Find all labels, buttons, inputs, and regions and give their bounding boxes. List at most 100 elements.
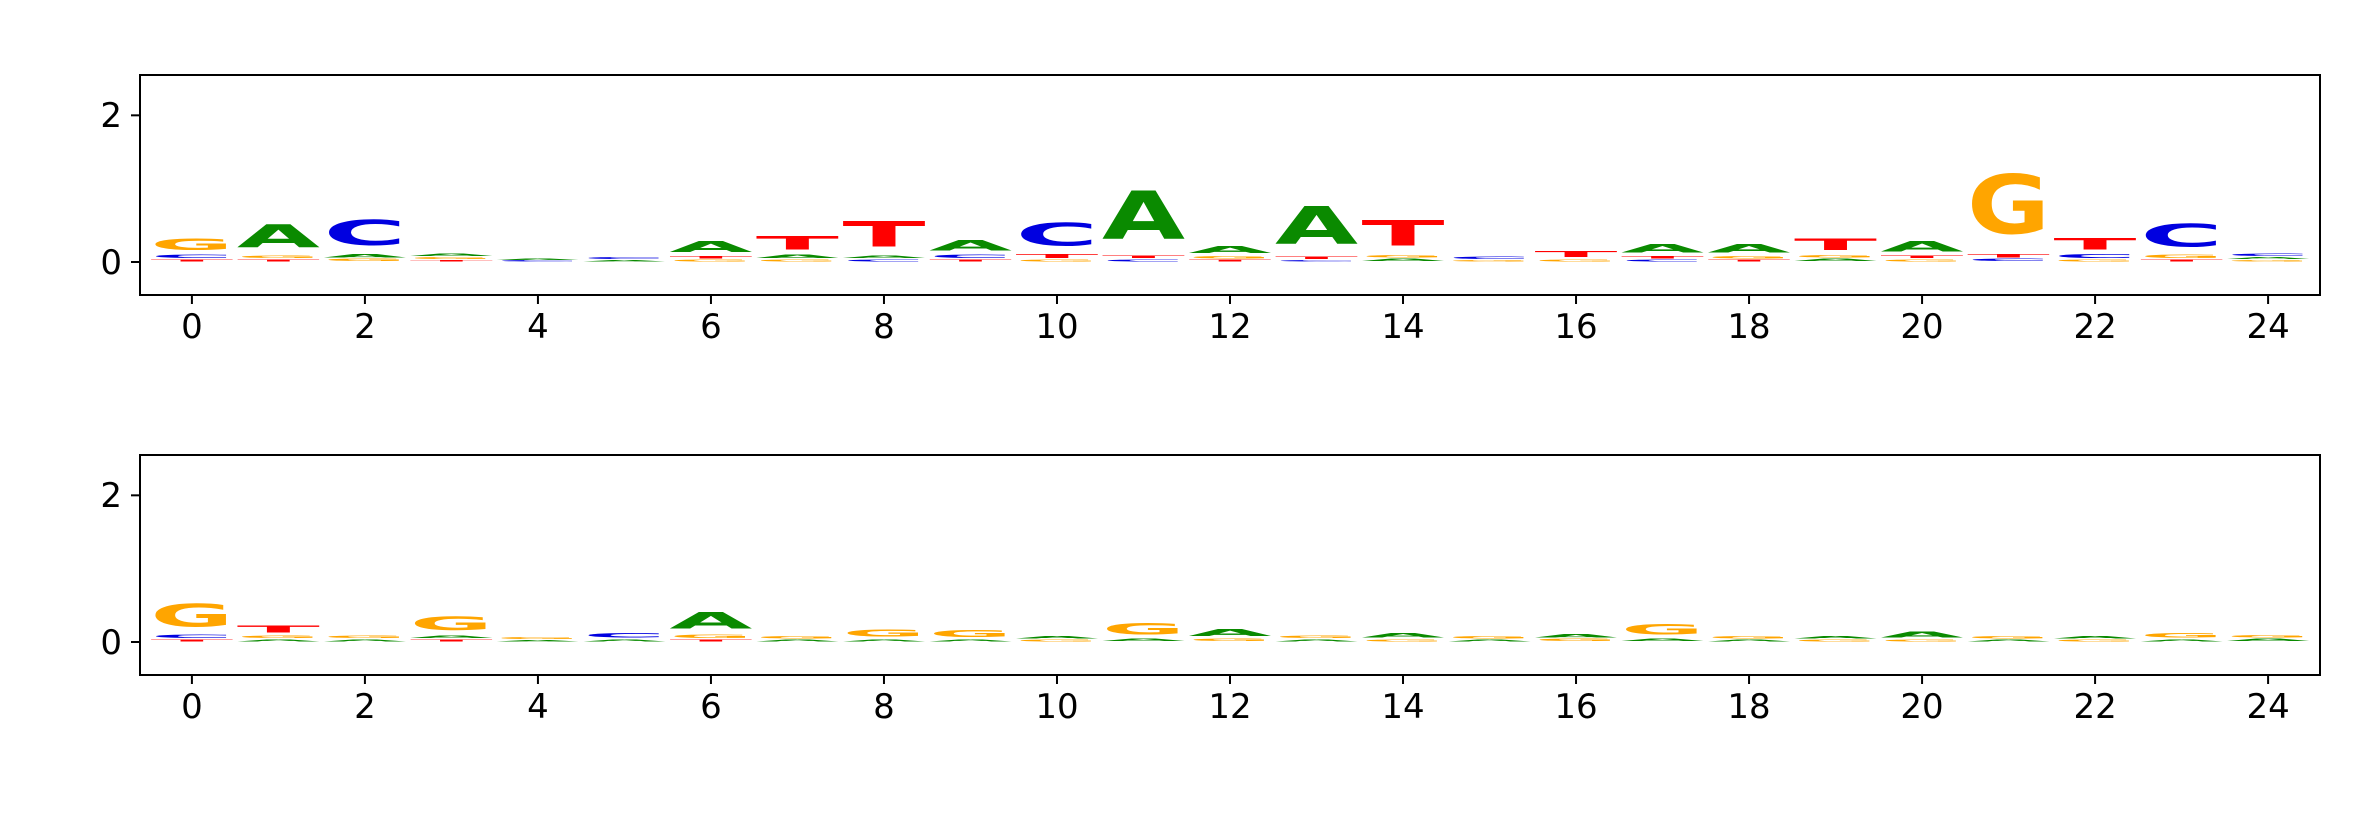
- logo-letter-A: A: [583, 639, 666, 642]
- logo-letter-A: A: [1275, 196, 1358, 256]
- y-tick-label: 2: [100, 476, 122, 516]
- logo-letter-A: A: [929, 639, 1012, 642]
- logo-letter-G: G: [756, 259, 839, 262]
- x-tick-label: 20: [1900, 687, 1943, 727]
- logo-letter-A: A: [583, 260, 666, 262]
- x-tick-label: 6: [700, 687, 722, 727]
- logo-letter-T: T: [237, 259, 320, 262]
- x-tick-label: 14: [1381, 307, 1424, 347]
- logo-letter-G: G: [2054, 259, 2137, 262]
- logo-letter-G: G: [1967, 635, 2050, 639]
- x-tick-label: 8: [873, 307, 895, 347]
- logo-letter-T: T: [1015, 253, 1098, 259]
- logo-letter-T: T: [1102, 255, 1185, 259]
- x-tick-label: 18: [1727, 307, 1770, 347]
- logo-letter-G: G: [496, 637, 579, 640]
- x-tick-label: 12: [1208, 687, 1251, 727]
- x-tick-label: 6: [700, 307, 722, 347]
- logo-letter-G: G: [323, 258, 406, 262]
- logo-letter-G: G: [2227, 634, 2310, 638]
- x-tick-label: 12: [1208, 307, 1251, 347]
- logo-subplot-1: TCGTGAGACTGACAACGTAGATCATTCAGTCCTATGACTA…: [100, 74, 2321, 347]
- logo-letter-G: G: [1794, 254, 1877, 258]
- logo-letter-A: A: [1621, 242, 1704, 255]
- x-tick-label: 22: [2073, 307, 2116, 347]
- logo-letter-G: G: [2140, 632, 2223, 639]
- logo-letter-G: G: [1708, 635, 1791, 639]
- logo-letter-A: A: [496, 258, 579, 260]
- logo-letter-A: A: [237, 218, 320, 254]
- logo-letter-G: G: [323, 635, 406, 639]
- logo-letter-G: G: [1015, 259, 1098, 262]
- logo-letter-C: C: [1448, 256, 1531, 260]
- logo-letter-T: T: [237, 623, 320, 635]
- x-tick-label: 4: [527, 687, 549, 727]
- logo-letter-T: T: [669, 639, 752, 642]
- logo-letter-T: T: [1535, 250, 1618, 259]
- logo-letter-A: A: [669, 608, 752, 634]
- logo-letter-G: G: [1188, 255, 1271, 259]
- x-tick-label: 4: [527, 307, 549, 347]
- x-tick-label: 10: [1035, 687, 1078, 727]
- logo-letter-A: A: [410, 252, 493, 256]
- logo-letter-A: A: [756, 639, 839, 642]
- logo-letter-G: G: [1361, 254, 1444, 258]
- x-tick-label: 10: [1035, 307, 1078, 347]
- logo-letter-G: G: [929, 628, 1012, 639]
- logo-letter-T: T: [1361, 214, 1444, 254]
- logo-letter-A: A: [1708, 242, 1791, 255]
- logo-letter-C: C: [1967, 258, 2050, 262]
- logo-letter-A: A: [1015, 635, 1098, 639]
- logo-letter-C: C: [842, 259, 925, 262]
- logo-letter-G: G: [669, 259, 752, 262]
- logo-letter-A: A: [2227, 638, 2310, 642]
- logo-letter-A: A: [1102, 177, 1185, 254]
- logo-letter-A: A: [1535, 633, 1618, 638]
- logo-letter-T: T: [1967, 253, 2050, 258]
- logo-letter-A: A: [2054, 635, 2137, 639]
- x-tick-label: 16: [1554, 687, 1597, 727]
- logo-letter-A: A: [323, 253, 406, 258]
- logo-letter-G: G: [1881, 259, 1964, 262]
- logo-letter-A: A: [1188, 244, 1271, 256]
- logo-letter-C: C: [323, 213, 406, 253]
- logo-letter-G: G: [842, 627, 925, 639]
- logo-letter-G: G: [1535, 259, 1618, 262]
- logo-letter-A: A: [1881, 630, 1964, 639]
- logo-letter-G: G: [1535, 638, 1618, 642]
- logo-letter-A: A: [2140, 639, 2223, 642]
- logo-letter-A: A: [842, 255, 925, 259]
- logo-letter-G: G: [1102, 620, 1185, 639]
- x-tick-label: 24: [2246, 307, 2289, 347]
- logo-letter-T: T: [1708, 259, 1791, 262]
- logo-letter-A: A: [1794, 258, 1877, 262]
- logo-letter-A: A: [842, 639, 925, 642]
- logo-letter-T: T: [1621, 255, 1704, 259]
- logo-letter-T: T: [669, 255, 752, 259]
- y-tick-label: 0: [100, 623, 122, 663]
- logo-letter-C: C: [2227, 252, 2310, 256]
- logo-letter-C: C: [2140, 217, 2223, 254]
- logo-letter-A: A: [1361, 258, 1444, 262]
- x-tick-label: 16: [1554, 307, 1597, 347]
- logo-letter-C: C: [496, 261, 579, 262]
- logo-letter-G: G: [1361, 639, 1444, 642]
- logo-letter-A: A: [1881, 239, 1964, 255]
- logo-letter-A: A: [1621, 638, 1704, 642]
- logo-letter-A: A: [1448, 639, 1531, 642]
- logo-letter-T: T: [410, 260, 493, 262]
- logo-letter-G: G: [1621, 622, 1704, 638]
- logo-letter-A: A: [756, 254, 839, 259]
- logo-letter-T: T: [1794, 235, 1877, 254]
- logo-letter-A: A: [1708, 639, 1791, 642]
- logo-letter-T: T: [410, 639, 493, 642]
- logo-letter-A: A: [1275, 639, 1358, 642]
- logo-letter-T: T: [1188, 259, 1271, 262]
- y-tick-label: 0: [100, 243, 122, 283]
- logo-letter-T: T: [1275, 256, 1358, 260]
- logo-letter-G: G: [1794, 639, 1877, 642]
- logo-letter-G: G: [2054, 639, 2137, 642]
- logo-letter-G: G: [1448, 635, 1531, 639]
- logo-letter-T: T: [756, 232, 839, 254]
